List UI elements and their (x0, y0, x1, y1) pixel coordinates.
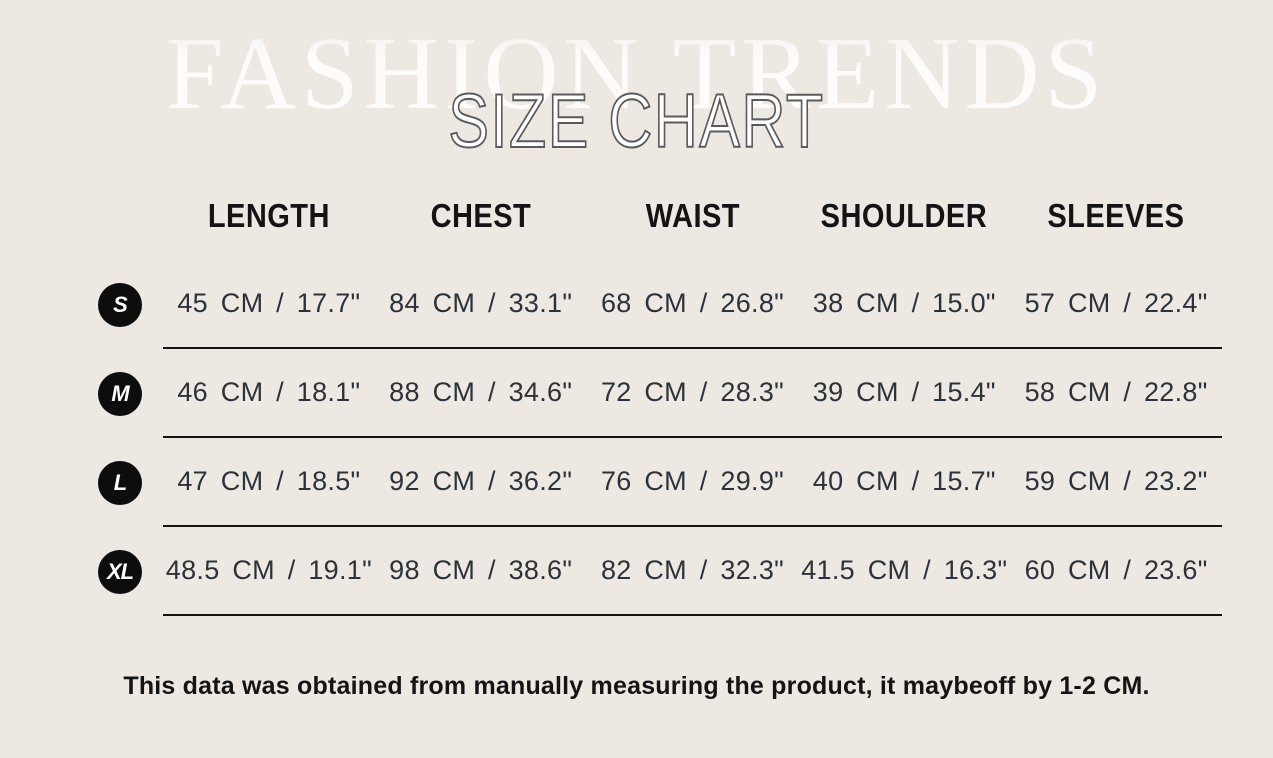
row-cells: 47 CM / 18.5" 92 CM / 36.2" 76 CM / 29.9… (163, 438, 1222, 527)
table-header-row: LENGTH CHEST WAIST SHOULDER SLEEVES (98, 172, 1222, 260)
size-chart-page: FASHION TRENDS SIZE CHART LENGTH CHEST W… (0, 0, 1273, 700)
cell-xl-chest: 98 CM / 38.6" (389, 555, 573, 585)
cell-l-chest: 92 CM / 36.2" (389, 466, 573, 496)
header-badge-spacer (98, 172, 163, 260)
cell-m-chest: 88 CM / 34.6" (389, 377, 573, 407)
badge-cell: S (98, 260, 163, 349)
cell-xl-sleeves: 60 CM / 23.6" (1024, 555, 1208, 585)
cell-m-waist: 72 CM / 28.3" (600, 377, 785, 407)
column-header-chest: CHEST (430, 197, 531, 234)
badge-cell: M (98, 349, 163, 438)
cell-xl-shoulder: 41.5 CM / 16.3" (801, 555, 1008, 585)
cell-xl-waist: 82 CM / 32.3" (600, 555, 785, 585)
row-cells: 46 CM / 18.1" 88 CM / 34.6" 72 CM / 28.3… (163, 349, 1222, 438)
page-title: SIZE CHART (448, 79, 825, 164)
hero-header: FASHION TRENDS SIZE CHART (0, 0, 1273, 172)
size-badge-xl: XL (98, 549, 142, 594)
row-cells: 48.5 CM / 19.1" 98 CM / 38.6" 82 CM / 32… (163, 527, 1222, 616)
cell-s-shoulder: 38 CM / 15.0" (812, 288, 996, 318)
cell-m-sleeves: 58 CM / 22.8" (1024, 377, 1208, 407)
badge-cell: XL (98, 527, 163, 616)
cell-l-waist: 76 CM / 29.9" (600, 466, 785, 496)
cell-m-length: 46 CM / 18.1" (177, 377, 361, 407)
cell-s-length: 45 CM / 17.7" (177, 288, 361, 318)
cell-l-length: 47 CM / 18.5" (177, 466, 361, 496)
cell-l-sleeves: 59 CM / 23.2" (1024, 466, 1208, 496)
badge-cell: L (98, 438, 163, 527)
column-header-sleeves: SLEEVES (1047, 197, 1185, 234)
table-row-s: S 45 CM / 17.7" 84 CM / 33.1" 68 CM / 26… (98, 260, 1222, 349)
cell-s-sleeves: 57 CM / 22.4" (1024, 288, 1208, 318)
size-table: LENGTH CHEST WAIST SHOULDER SLEEVES S 45… (98, 172, 1222, 616)
measurement-disclaimer: This data was obtained from manually mea… (123, 672, 1150, 700)
cell-xl-length: 48.5 CM / 19.1" (165, 555, 372, 585)
column-header-length: LENGTH (207, 197, 330, 234)
size-badge-s: S (98, 282, 142, 327)
size-badge-m: M (98, 371, 142, 416)
table-row-m: M 46 CM / 18.1" 88 CM / 34.6" 72 CM / 28… (98, 349, 1222, 438)
cell-s-chest: 84 CM / 33.1" (389, 288, 573, 318)
cell-m-shoulder: 39 CM / 15.4" (812, 377, 996, 407)
cell-l-shoulder: 40 CM / 15.7" (812, 466, 996, 496)
table-row-l: L 47 CM / 18.5" 92 CM / 36.2" 76 CM / 29… (98, 438, 1222, 527)
header-cells: LENGTH CHEST WAIST SHOULDER SLEEVES (163, 172, 1222, 260)
column-header-waist: WAIST (645, 197, 740, 234)
cell-s-waist: 68 CM / 26.8" (600, 288, 785, 318)
size-badge-l: L (98, 460, 142, 505)
row-cells: 45 CM / 17.7" 84 CM / 33.1" 68 CM / 26.8… (163, 260, 1222, 349)
column-header-shoulder: SHOULDER (821, 197, 988, 234)
table-row-xl: XL 48.5 CM / 19.1" 98 CM / 38.6" 82 CM /… (98, 527, 1222, 616)
